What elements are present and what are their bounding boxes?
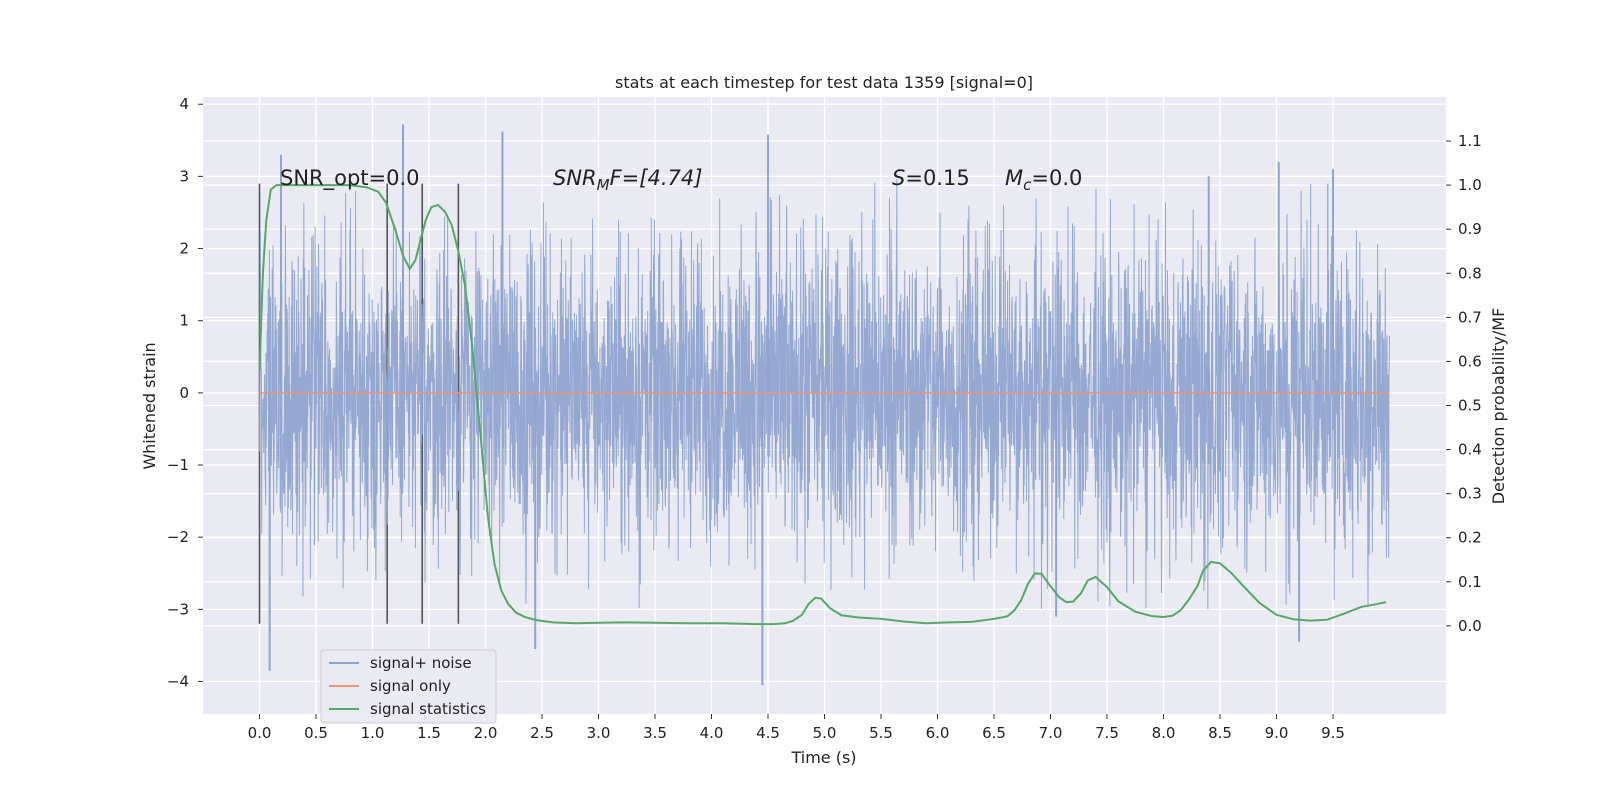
x-tick-label: 2.0 xyxy=(474,724,498,742)
y-right-tick-label: 1.1 xyxy=(1458,132,1482,150)
y-right-tick-label: 0.9 xyxy=(1458,220,1482,238)
x-tick-label: 1.0 xyxy=(361,724,385,742)
annotation-snr-mf-base: SNR xyxy=(553,166,597,190)
annotation-s: S=0.15 xyxy=(892,166,970,190)
x-tick-label: 8.0 xyxy=(1152,724,1176,742)
x-tick-label: 5.0 xyxy=(813,724,837,742)
x-tick-label: 1.5 xyxy=(417,724,441,742)
y-tick-label: −2 xyxy=(167,528,189,546)
y-right-axis-label: Detection probability/MF xyxy=(1489,308,1508,505)
x-tick-label: 5.5 xyxy=(869,724,893,742)
x-tick-label: 0.5 xyxy=(304,724,328,742)
y-right-tick-label: 0.4 xyxy=(1458,441,1482,459)
series-signal-statistics xyxy=(258,184,1387,626)
annotation-mc-var: M xyxy=(1005,166,1023,190)
y-right-tick-label: 0.5 xyxy=(1458,397,1482,415)
series-signal-noise xyxy=(259,124,1390,686)
x-axis-ticks: 0.0 0.5 1.0 1.5 2.0 2.5 3.0 3.5 4.0 4.5 5.0 5.5 6.0 6… xyxy=(248,714,1345,742)
x-tick-label: 9.5 xyxy=(1321,724,1345,742)
y-axis-label: Whitened strain xyxy=(140,342,159,469)
y-right-tick-label: 1.0 xyxy=(1458,176,1482,194)
annotation-snr-mf: SNRMF=[4.74] xyxy=(553,166,702,194)
x-tick-label: 2.5 xyxy=(530,724,554,742)
signal-noise-line xyxy=(259,179,1390,610)
legend-label-signal-noise: signal+ noise xyxy=(370,654,472,672)
legend-box xyxy=(320,649,497,724)
x-axis-label: Time (s) xyxy=(790,748,856,767)
y-tick-label: 3 xyxy=(179,167,189,185)
x-tick-label: 7.0 xyxy=(1039,724,1063,742)
chart-title: stats at each timestep for test data 135… xyxy=(615,73,1033,92)
y-tick-label: 1 xyxy=(179,312,189,330)
annotation-snr-mf-rest: F=[4.74] xyxy=(610,166,703,190)
x-tick-label: 9.0 xyxy=(1265,724,1289,742)
annotation-mc-value: =0.0 xyxy=(1031,166,1082,190)
annotation-s-var: S xyxy=(892,166,905,190)
annotation-mc: Mc=0.0 xyxy=(1005,166,1082,194)
y-right-tick-label: 0.8 xyxy=(1458,264,1482,282)
signal-statistics-line xyxy=(258,184,1387,626)
y-tick-label: 0 xyxy=(179,384,189,402)
x-tick-label: 4.0 xyxy=(700,724,724,742)
y-tick-label: −4 xyxy=(167,673,189,691)
y-axis-ticks: −4 −3 −2 −1 0 1 2 3 4 xyxy=(167,95,203,691)
x-tick-label: 6.5 xyxy=(982,724,1006,742)
x-tick-label: 4.5 xyxy=(756,724,780,742)
y-right-tick-label: 0.1 xyxy=(1458,573,1482,591)
y-right-tick-label: 0.7 xyxy=(1458,308,1482,326)
y-right-axis-ticks: 0.0 0.1 0.2 0.3 0.4 0.5 0.6 0.7 0.8 0.9 1.0 1.1 xyxy=(1446,132,1482,635)
x-tick-label: 6.0 xyxy=(926,724,950,742)
legend-label-signal-statistics: signal statistics xyxy=(370,700,486,718)
annotation-mc-sub: c xyxy=(1023,176,1032,194)
y-right-tick-label: 0.0 xyxy=(1458,617,1482,635)
y-right-tick-label: 0.2 xyxy=(1458,529,1482,547)
y-right-tick-label: 0.6 xyxy=(1458,352,1482,370)
legend: signal+ noise signal only signal statist… xyxy=(320,649,497,724)
y-tick-label: 2 xyxy=(179,240,189,258)
y-right-tick-label: 0.3 xyxy=(1458,485,1482,503)
x-tick-label: 3.5 xyxy=(643,724,667,742)
x-tick-label: 7.5 xyxy=(1095,724,1119,742)
x-tick-label: 0.0 xyxy=(248,724,272,742)
x-tick-label: 3.0 xyxy=(587,724,611,742)
x-tick-label: 8.5 xyxy=(1208,724,1232,742)
legend-label-signal-only: signal only xyxy=(370,677,451,695)
annotation-snr-mf-sub: M xyxy=(597,176,610,194)
y-tick-label: −1 xyxy=(167,456,189,474)
y-tick-label: −3 xyxy=(167,600,189,618)
annotation-snr-opt: SNR_opt=0.0 xyxy=(280,166,420,191)
annotation-s-value: =0.15 xyxy=(905,166,969,190)
y-tick-label: 4 xyxy=(179,95,189,113)
